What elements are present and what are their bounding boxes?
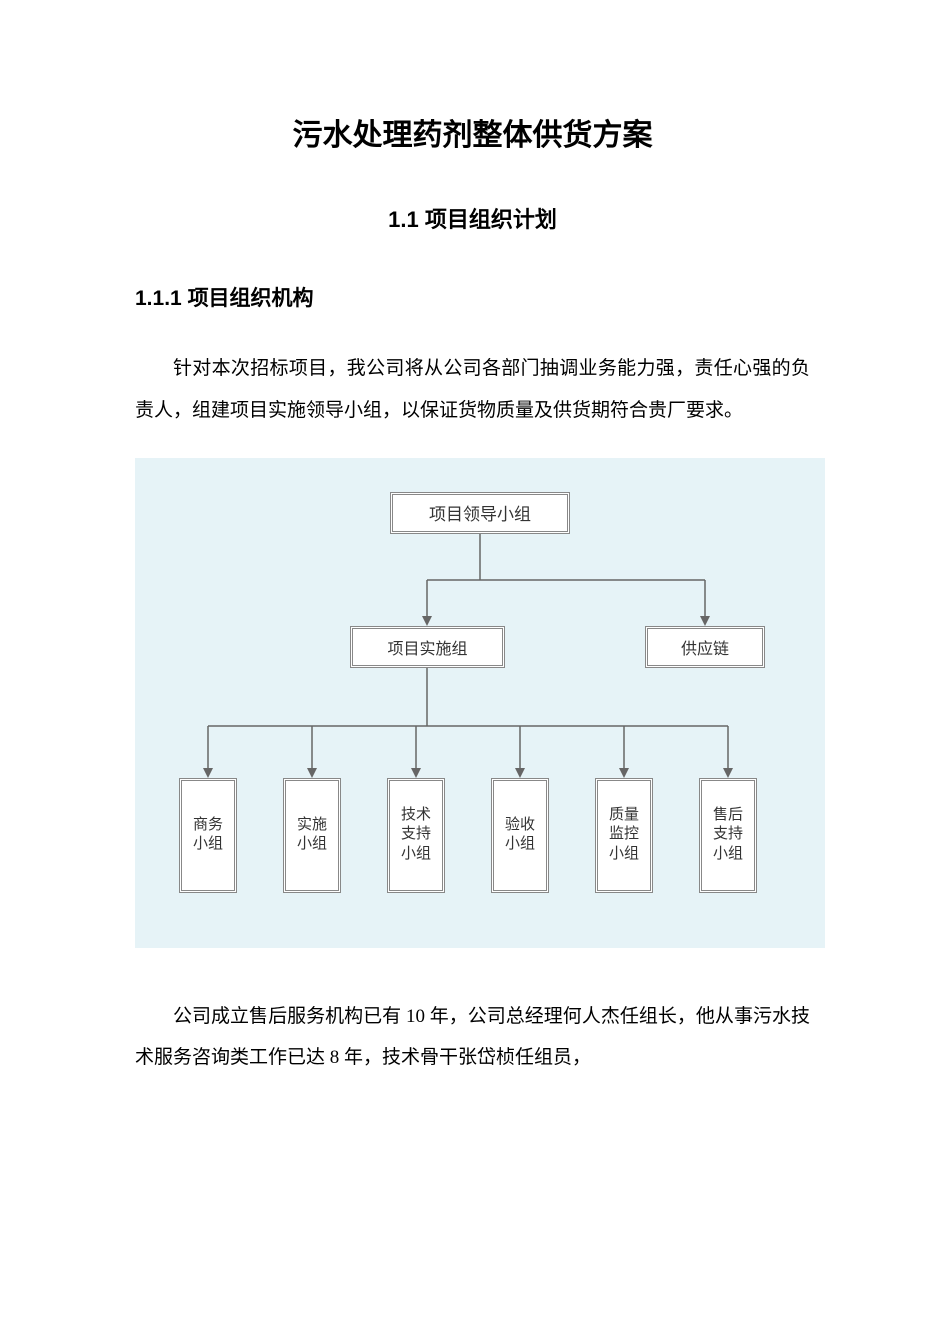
org-node-impl: 项目实施组 bbox=[350, 626, 505, 668]
section-number: 1.1 bbox=[388, 207, 419, 232]
section-heading: 1.1 项目组织计划 bbox=[135, 202, 810, 234]
org-node-biz: 商务小组 bbox=[179, 778, 237, 893]
org-node-exec: 实施小组 bbox=[283, 778, 341, 893]
org-node-accept: 验收小组 bbox=[491, 778, 549, 893]
org-chart: 项目领导小组项目实施组 供应链商务小组实施小组技术支持小组验收小组质量监控小组售后… bbox=[135, 458, 825, 948]
org-node-after: 售后支持小组 bbox=[699, 778, 757, 893]
subsection-number: 1.1.1 bbox=[135, 287, 182, 310]
paragraph-1: 针对本次招标项目，我公司将从公司各部门抽调业务能力强，责任心强的负责人，组建项目… bbox=[135, 348, 810, 432]
org-node-tech: 技术支持小组 bbox=[387, 778, 445, 893]
org-node-supply: 供应链 bbox=[645, 626, 765, 668]
paragraph-2: 公司成立售后服务机构已有 10 年，公司总经理何人杰任组长，他从事污水技术服务咨… bbox=[135, 996, 810, 1080]
org-node-root: 项目领导小组 bbox=[390, 492, 570, 534]
subsection-heading: 1.1.1 项目组织机构 bbox=[135, 282, 810, 312]
org-node-qc: 质量监控小组 bbox=[595, 778, 653, 893]
section-title: 项目组织计划 bbox=[425, 207, 557, 232]
document-title: 污水处理药剂整体供货方案 bbox=[135, 110, 810, 154]
subsection-title: 项目组织机构 bbox=[188, 287, 314, 310]
